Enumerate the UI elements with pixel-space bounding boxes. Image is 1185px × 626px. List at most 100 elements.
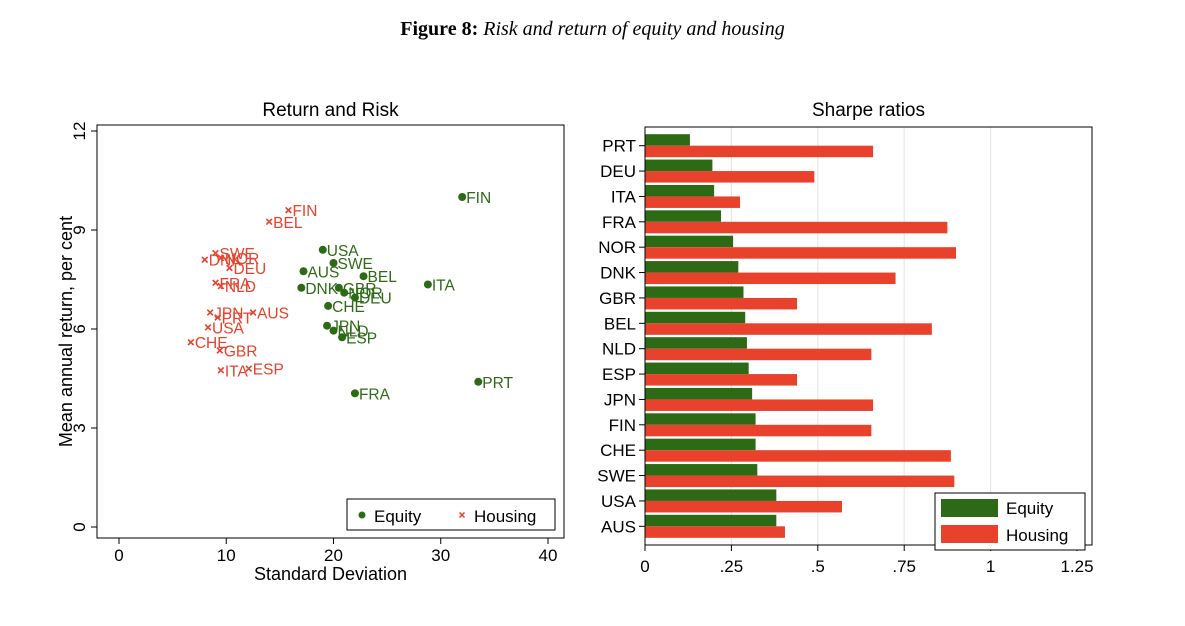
legend-equity-label: Equity bbox=[374, 507, 422, 526]
scatter-plot-frame bbox=[96, 124, 565, 539]
scatter-y-tick-label: 0 bbox=[70, 522, 89, 531]
equity-bar bbox=[645, 235, 734, 248]
equity-bar bbox=[645, 159, 713, 172]
housing-point bbox=[226, 264, 233, 272]
equity-point bbox=[350, 389, 359, 398]
scatter-x-tick-label: 10 bbox=[217, 546, 236, 565]
equity-point bbox=[338, 333, 347, 342]
housing-point-label: ITA bbox=[225, 363, 249, 380]
equity-bar bbox=[645, 261, 739, 273]
legend-housing-label: Housing bbox=[474, 507, 536, 526]
housing-point bbox=[212, 249, 219, 257]
equity-point-label: USA bbox=[327, 243, 360, 260]
housing-point-label: FIN bbox=[292, 203, 317, 220]
equity-point-label: FRA bbox=[359, 386, 391, 403]
equity-bar bbox=[645, 413, 756, 425]
housing-point-label: NOR bbox=[225, 251, 259, 268]
equity-bar bbox=[645, 362, 749, 375]
figure-title: Risk and return of equity and housing bbox=[483, 18, 785, 40]
figure-label: Figure 8: bbox=[400, 18, 479, 40]
housing-point bbox=[206, 309, 214, 316]
sharpe-bar-panel: Sharpe ratios PRT DEU ITA FRA NOR DNK GBR BEL NLD… bbox=[597, 100, 1093, 576]
equity-bar bbox=[645, 210, 722, 222]
housing-point-label: BEL bbox=[273, 215, 303, 232]
bar-x-tick-label: .75 bbox=[892, 557, 916, 576]
legend-equity-marker bbox=[358, 511, 366, 519]
legend-housing-swatch bbox=[941, 525, 998, 543]
equity-point-label: ESP bbox=[346, 330, 377, 347]
bar-title: Sharpe ratios bbox=[812, 100, 925, 121]
equity-bar bbox=[645, 514, 777, 527]
equity-bar bbox=[645, 489, 777, 501]
equity-point-label: CHE bbox=[332, 299, 365, 316]
bar-category-label: NLD bbox=[602, 340, 636, 359]
housing-point bbox=[249, 309, 257, 316]
housing-bar bbox=[645, 297, 798, 310]
equity-point bbox=[329, 259, 338, 267]
housing-bar bbox=[645, 247, 957, 259]
equity-bar bbox=[645, 337, 747, 349]
equity-point-label: AUS bbox=[307, 264, 339, 281]
equity-point-label: PRT bbox=[482, 375, 513, 392]
housing-point-label: DNK bbox=[209, 253, 242, 270]
legend-housing-label: Housing bbox=[1006, 526, 1068, 545]
housing-bar bbox=[645, 348, 872, 361]
equity-point bbox=[350, 293, 359, 302]
equity-point bbox=[324, 301, 333, 310]
housing-bar bbox=[645, 500, 842, 513]
housing-point bbox=[201, 256, 209, 264]
equity-point-label: FIN bbox=[466, 190, 491, 207]
housing-point bbox=[217, 254, 225, 262]
bar-x-tick-label: .5 bbox=[811, 557, 825, 576]
equity-point bbox=[423, 280, 432, 289]
equity-bar bbox=[645, 311, 746, 324]
bar-category-label: USA bbox=[601, 492, 637, 511]
equity-point bbox=[297, 283, 306, 292]
bar-plot-frame bbox=[644, 126, 1093, 546]
bar-category-label: JPN bbox=[604, 390, 636, 409]
bar-category-label: CHE bbox=[600, 441, 636, 460]
housing-bar bbox=[645, 450, 951, 462]
equity-point bbox=[299, 267, 308, 276]
bar-legend: Equity Housing bbox=[934, 492, 1086, 551]
equity-bar bbox=[645, 134, 690, 146]
housing-bar bbox=[645, 399, 874, 411]
scatter-title: Return and Risk bbox=[262, 100, 399, 121]
scatter-y-tick-label: 3 bbox=[70, 423, 89, 432]
legend-housing-marker bbox=[458, 511, 466, 519]
housing-bar bbox=[645, 374, 798, 386]
equity-point bbox=[323, 321, 332, 330]
housing-point-label: NLD bbox=[225, 279, 256, 296]
housing-point-label: AUS bbox=[257, 306, 289, 323]
legend-equity-swatch bbox=[941, 499, 998, 517]
equity-point-label: ITA bbox=[432, 277, 456, 294]
bar-x-tick-label: 1 bbox=[986, 557, 995, 576]
equity-point bbox=[334, 283, 343, 292]
housing-point-label: CHE bbox=[195, 335, 228, 352]
bar-category-label: DEU bbox=[600, 162, 636, 181]
equity-bar bbox=[645, 387, 753, 400]
housing-bar bbox=[645, 526, 785, 538]
housing-point-label: GBR bbox=[224, 343, 258, 360]
equity-point-label: DNK bbox=[305, 281, 338, 298]
equity-point bbox=[359, 272, 368, 281]
scatter-y-tick-label: 12 bbox=[70, 122, 89, 141]
scatter-y-tick-label: 6 bbox=[70, 324, 89, 333]
housing-point bbox=[265, 218, 273, 226]
scatter-y-axis-label: Mean annual return, per cent bbox=[56, 216, 76, 447]
figure-caption: Figure 8: Risk and return of equity and … bbox=[0, 18, 1185, 41]
bar-category-label: FRA bbox=[602, 213, 637, 232]
scatter-legend: Equity Housing bbox=[346, 498, 556, 531]
equity-bar bbox=[645, 286, 744, 298]
housing-point-label: SWE bbox=[220, 246, 255, 263]
equity-point bbox=[318, 245, 327, 254]
housing-point bbox=[217, 366, 225, 374]
housing-bar bbox=[645, 145, 874, 158]
bar-category-label: SWE bbox=[597, 467, 636, 486]
housing-point-label: PRT bbox=[222, 310, 253, 327]
bar-x-tick-label: .25 bbox=[720, 557, 744, 576]
housing-point-label: DEU bbox=[233, 261, 266, 278]
housing-point bbox=[285, 206, 292, 214]
scatter-x-tick-label: 30 bbox=[431, 546, 450, 565]
housing-point bbox=[245, 365, 253, 372]
